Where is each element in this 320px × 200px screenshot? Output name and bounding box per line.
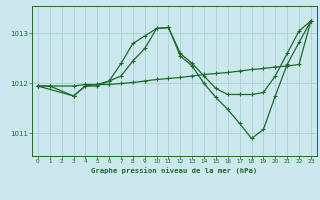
X-axis label: Graphe pression niveau de la mer (hPa): Graphe pression niveau de la mer (hPa) bbox=[91, 167, 258, 174]
